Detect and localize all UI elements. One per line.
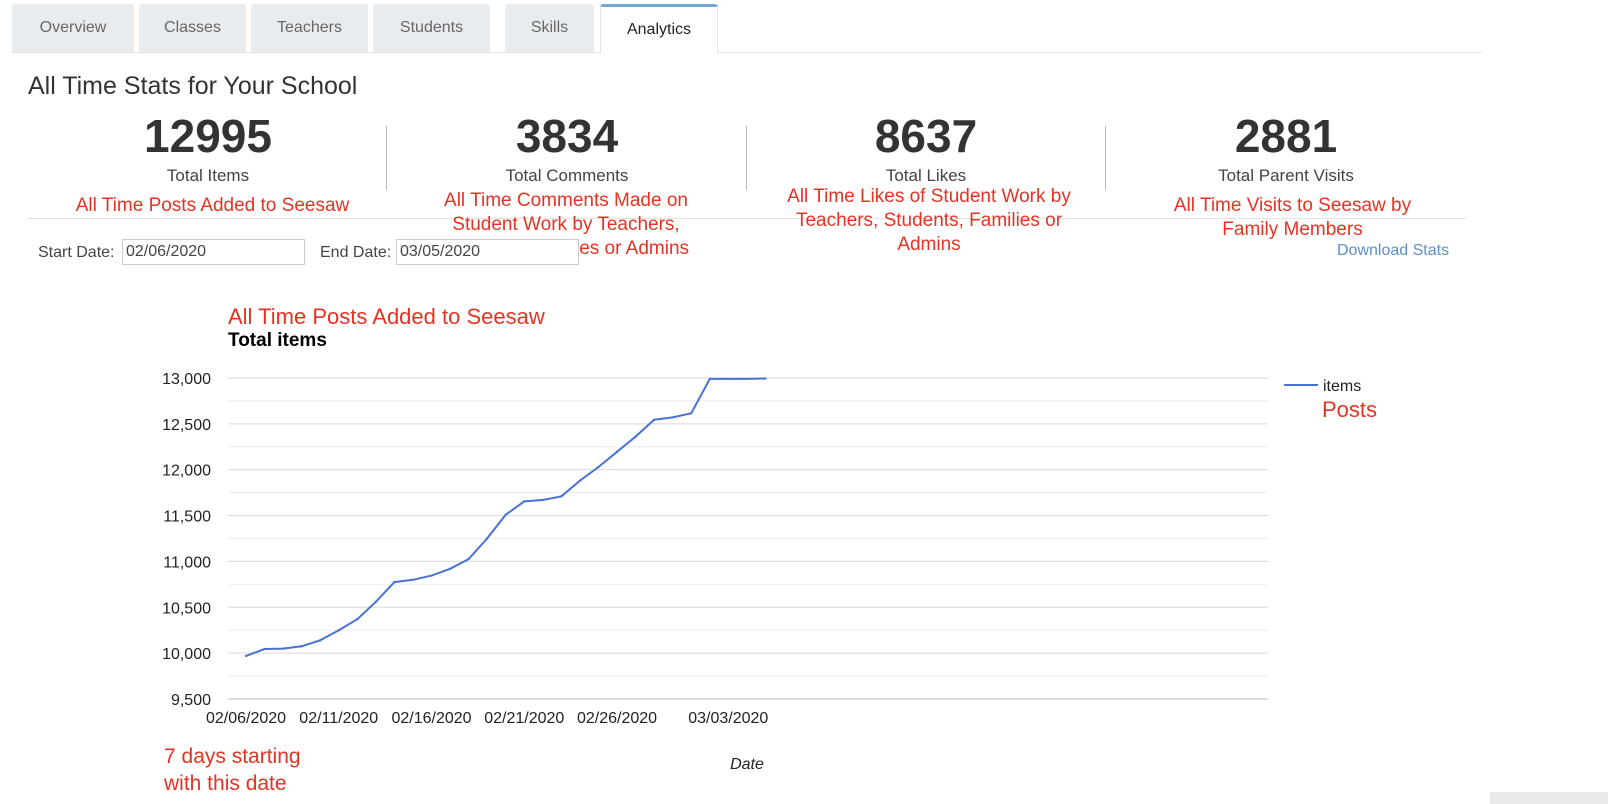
- stat-divider: [746, 126, 747, 190]
- chart-title: Total items: [228, 330, 327, 351]
- stat-total-items: 12995 Total Items: [33, 108, 383, 186]
- data-point: [300, 645, 303, 648]
- tab-label: Classes: [164, 19, 221, 36]
- tab-bar: Overview Classes Teachers Students Skill…: [12, 4, 1482, 54]
- x-tick-label: 02/26/2020: [577, 710, 657, 727]
- bottom-shadow: [0, 790, 1608, 804]
- x-tick-label: 02/06/2020: [206, 710, 286, 727]
- data-point: [337, 629, 340, 632]
- data-point: [263, 647, 266, 651]
- tab-analytics[interactable]: Analytics: [600, 4, 718, 54]
- data-point: [708, 377, 711, 381]
- tab-students[interactable]: Students: [373, 4, 490, 52]
- annotation-total-likes: All Time Likes of Student Work by Teache…: [787, 186, 1071, 255]
- data-point: [430, 574, 433, 577]
- stat-label: Total Parent Visits: [1218, 166, 1354, 185]
- data-point: [467, 557, 470, 561]
- tab-skills[interactable]: Skills: [505, 4, 594, 52]
- data-point: [745, 377, 749, 381]
- data-point: [541, 498, 544, 502]
- stat-divider: [386, 126, 387, 190]
- download-stats-link[interactable]: Download Stats: [1337, 242, 1450, 259]
- stat-total-parent-visits: 2881 Total Parent Visits: [1111, 108, 1461, 186]
- data-point: [393, 580, 396, 584]
- data-point: [374, 600, 378, 603]
- x-tick-label: 02/16/2020: [391, 710, 471, 727]
- stat-divider: [1105, 126, 1106, 190]
- data-point: [560, 495, 563, 498]
- end-date-input[interactable]: [396, 239, 579, 265]
- y-tick-label: 10,500: [162, 600, 211, 617]
- annotation-date-axis: 7 days starting with this date: [164, 745, 301, 795]
- stat-total-likes: 8637 Total Likes: [751, 108, 1101, 186]
- x-tick-label: 02/11/2020: [299, 710, 378, 727]
- tab-label: Skills: [530, 19, 569, 36]
- data-point: [597, 465, 600, 469]
- series-line-items: [245, 377, 766, 657]
- tab-overview[interactable]: Overview: [12, 4, 134, 52]
- stat-value: 2881: [1234, 110, 1338, 162]
- legend-label: items: [1323, 378, 1361, 395]
- tab-label: Teachers: [277, 19, 342, 36]
- y-tick-label: 11,000: [163, 554, 211, 571]
- data-point: [578, 479, 582, 482]
- y-tick-label: 12,500: [162, 417, 211, 434]
- data-point: [356, 618, 359, 621]
- end-date-label: End Date:: [320, 244, 392, 261]
- data-point: [523, 500, 526, 503]
- data-point: [634, 435, 637, 438]
- data-point: [448, 567, 452, 570]
- data-point: [671, 416, 674, 419]
- data-point: [319, 639, 322, 642]
- annotation-chart-title: All Time Posts Added to Seesaw: [228, 304, 545, 329]
- tab-label: Overview: [39, 19, 107, 36]
- stat-label: Total Items: [166, 166, 250, 185]
- start-date-label: Start Date:: [38, 244, 115, 261]
- tab-teachers[interactable]: Teachers: [251, 4, 368, 52]
- annotation-legend: Posts: [1322, 397, 1378, 422]
- tab-classes[interactable]: Classes: [139, 4, 246, 52]
- data-point: [244, 654, 248, 658]
- data-point: [690, 412, 693, 415]
- start-date-input[interactable]: [122, 239, 305, 265]
- stat-total-comments: 3834 Total Comments: [392, 108, 742, 186]
- x-tick-label: 02/21/2020: [484, 710, 564, 727]
- y-tick-label: 11,500: [163, 509, 211, 526]
- section-divider: [28, 218, 1466, 219]
- stat-value: 12995: [144, 110, 272, 162]
- data-point: [281, 647, 285, 650]
- y-tick-label: 13,000: [162, 371, 211, 388]
- tab-label: Students: [399, 19, 464, 36]
- data-point: [504, 513, 507, 516]
- y-tick-label: 12,000: [162, 463, 211, 480]
- x-axis-title: Date: [730, 756, 764, 773]
- data-point: [411, 578, 415, 581]
- data-point: [652, 418, 656, 421]
- data-point: [764, 377, 767, 380]
- data-point: [485, 537, 489, 540]
- annotation-total-parent-visits: All Time Visits to Seesaw by Family Memb…: [1173, 195, 1412, 240]
- tab-label: Analytics: [626, 21, 692, 38]
- annotation-total-items: All Time Posts Added to Seesaw: [75, 195, 350, 216]
- stat-label: Total Likes: [885, 166, 967, 185]
- data-point: [727, 377, 730, 381]
- stat-value: 3834: [515, 110, 619, 162]
- page-title: All Time Stats for Your School: [28, 72, 358, 100]
- stat-label: Total Comments: [505, 166, 629, 185]
- y-tick-label: 9,500: [171, 692, 211, 709]
- y-tick-label: 10,000: [162, 646, 211, 663]
- x-tick-label: 03/03/2020: [688, 710, 768, 727]
- stat-value: 8637: [874, 110, 978, 162]
- data-point: [615, 450, 619, 454]
